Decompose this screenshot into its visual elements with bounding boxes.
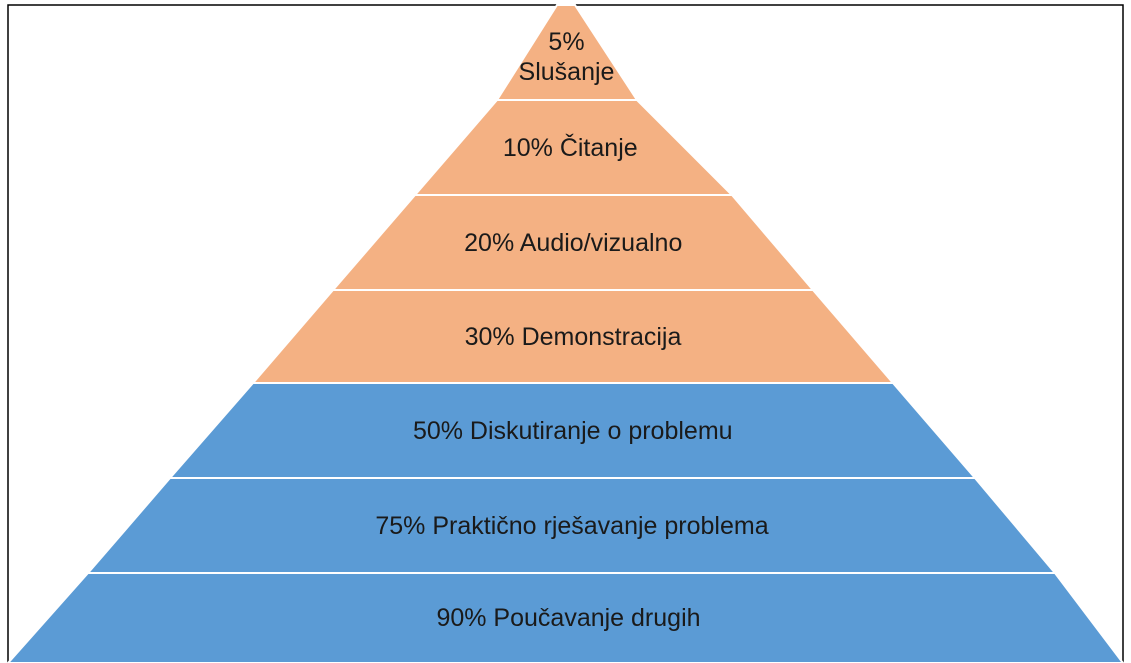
- layer-label: 10% Čitanje: [502, 133, 638, 162]
- layer-label: 90% Poučavanje drugih: [436, 604, 701, 632]
- layer-label: 75% Praktično rješavanje problema: [375, 511, 769, 540]
- layer-label: 5% Slušanje: [518, 27, 615, 86]
- pyramid-layer: [6, 572, 1125, 663]
- layer-label: 20% Audio/vizualno: [464, 228, 683, 257]
- layer-label: 50% Diskutiranje o problemu: [412, 416, 733, 445]
- layer-label: 30% Demonstracija: [464, 322, 682, 351]
